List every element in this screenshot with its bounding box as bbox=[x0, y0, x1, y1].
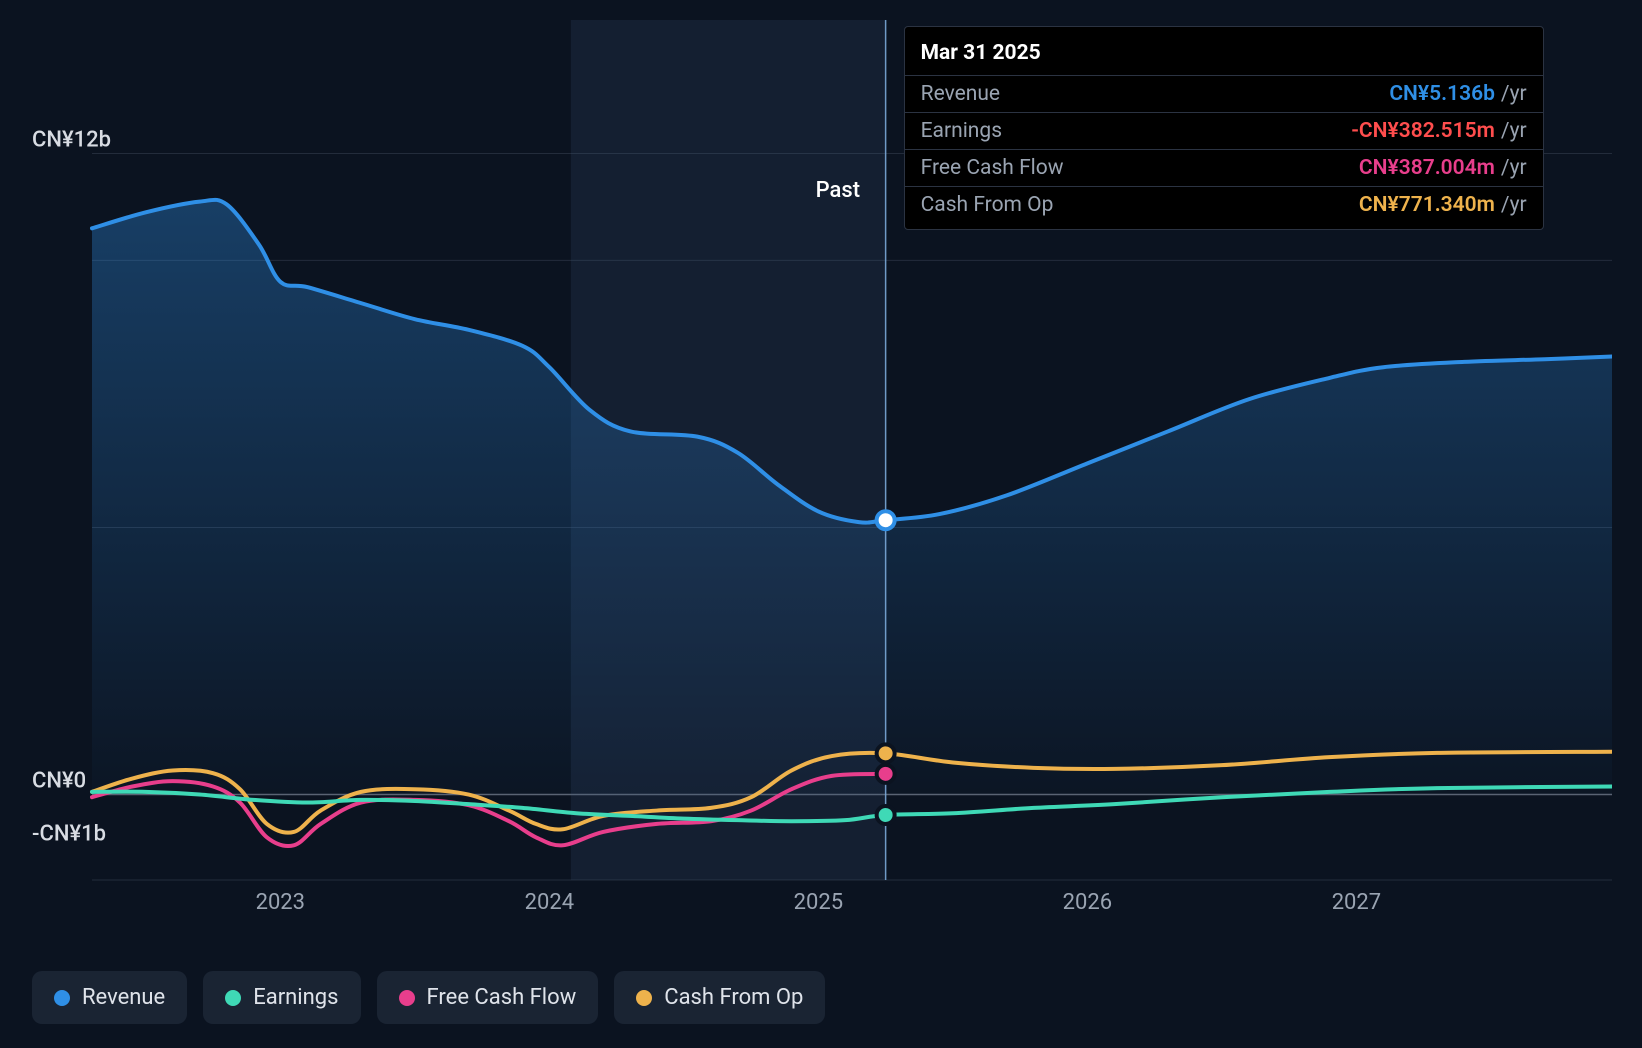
tooltip-row-value: -CN¥382.515m/yr bbox=[1351, 119, 1526, 143]
chart-tooltip: Mar 31 2025 Revenue CN¥5.136b/yr Earnings -… bbox=[904, 26, 1544, 230]
tooltip-row-unit: /yr bbox=[1501, 82, 1527, 106]
tooltip-row-value: CN¥5.136b/yr bbox=[1389, 82, 1526, 106]
tooltip-row-label: Free Cash Flow bbox=[921, 156, 1064, 180]
legend-label: Free Cash Flow bbox=[427, 985, 577, 1010]
x-axis-label: 2026 bbox=[1063, 890, 1112, 915]
x-axis-label: 2023 bbox=[256, 890, 305, 915]
tooltip-row-value: CN¥771.340m/yr bbox=[1359, 193, 1527, 217]
tooltip-row: Cash From Op CN¥771.340m/yr bbox=[905, 187, 1543, 223]
tooltip-date: Mar 31 2025 bbox=[905, 37, 1543, 76]
legend-item-revenue[interactable]: Revenue bbox=[32, 971, 187, 1024]
tooltip-row-label: Earnings bbox=[921, 119, 1002, 143]
legend-label: Revenue bbox=[82, 985, 165, 1010]
legend-item-cash_from_op[interactable]: Cash From Op bbox=[614, 971, 825, 1024]
tooltip-row-label: Revenue bbox=[921, 82, 1000, 106]
chart-legend: Revenue Earnings Free Cash Flow Cash From O… bbox=[32, 971, 825, 1024]
x-axis-label: 2024 bbox=[525, 890, 574, 915]
y-axis-label: CN¥0 bbox=[32, 768, 86, 793]
tooltip-row-unit: /yr bbox=[1501, 156, 1527, 180]
legend-label: Earnings bbox=[253, 985, 338, 1010]
x-axis-label: 2025 bbox=[794, 890, 843, 915]
legend-item-earnings[interactable]: Earnings bbox=[203, 971, 360, 1024]
legend-item-free_cash_flow[interactable]: Free Cash Flow bbox=[377, 971, 599, 1024]
tooltip-row: Earnings -CN¥382.515m/yr bbox=[905, 113, 1543, 150]
y-axis-label: CN¥12b bbox=[32, 127, 111, 152]
tooltip-row: Free Cash Flow CN¥387.004m/yr bbox=[905, 150, 1543, 187]
legend-dot-icon bbox=[399, 990, 415, 1006]
y-axis-label: -CN¥1b bbox=[32, 821, 106, 846]
legend-dot-icon bbox=[225, 990, 241, 1006]
legend-dot-icon bbox=[636, 990, 652, 1006]
financial-chart[interactable]: CN¥12bCN¥0-CN¥1b 20232024202520262027 Pa… bbox=[32, 20, 1612, 900]
tooltip-row-unit: /yr bbox=[1501, 193, 1527, 217]
legend-dot-icon bbox=[54, 990, 70, 1006]
tooltip-row-label: Cash From Op bbox=[921, 193, 1054, 217]
tooltip-row-value: CN¥387.004m/yr bbox=[1359, 156, 1527, 180]
legend-label: Cash From Op bbox=[664, 985, 803, 1010]
x-axis-label: 2027 bbox=[1332, 890, 1381, 915]
tooltip-row: Revenue CN¥5.136b/yr bbox=[905, 76, 1543, 113]
past-label: Past bbox=[816, 178, 860, 203]
tooltip-row-unit: /yr bbox=[1501, 119, 1527, 143]
